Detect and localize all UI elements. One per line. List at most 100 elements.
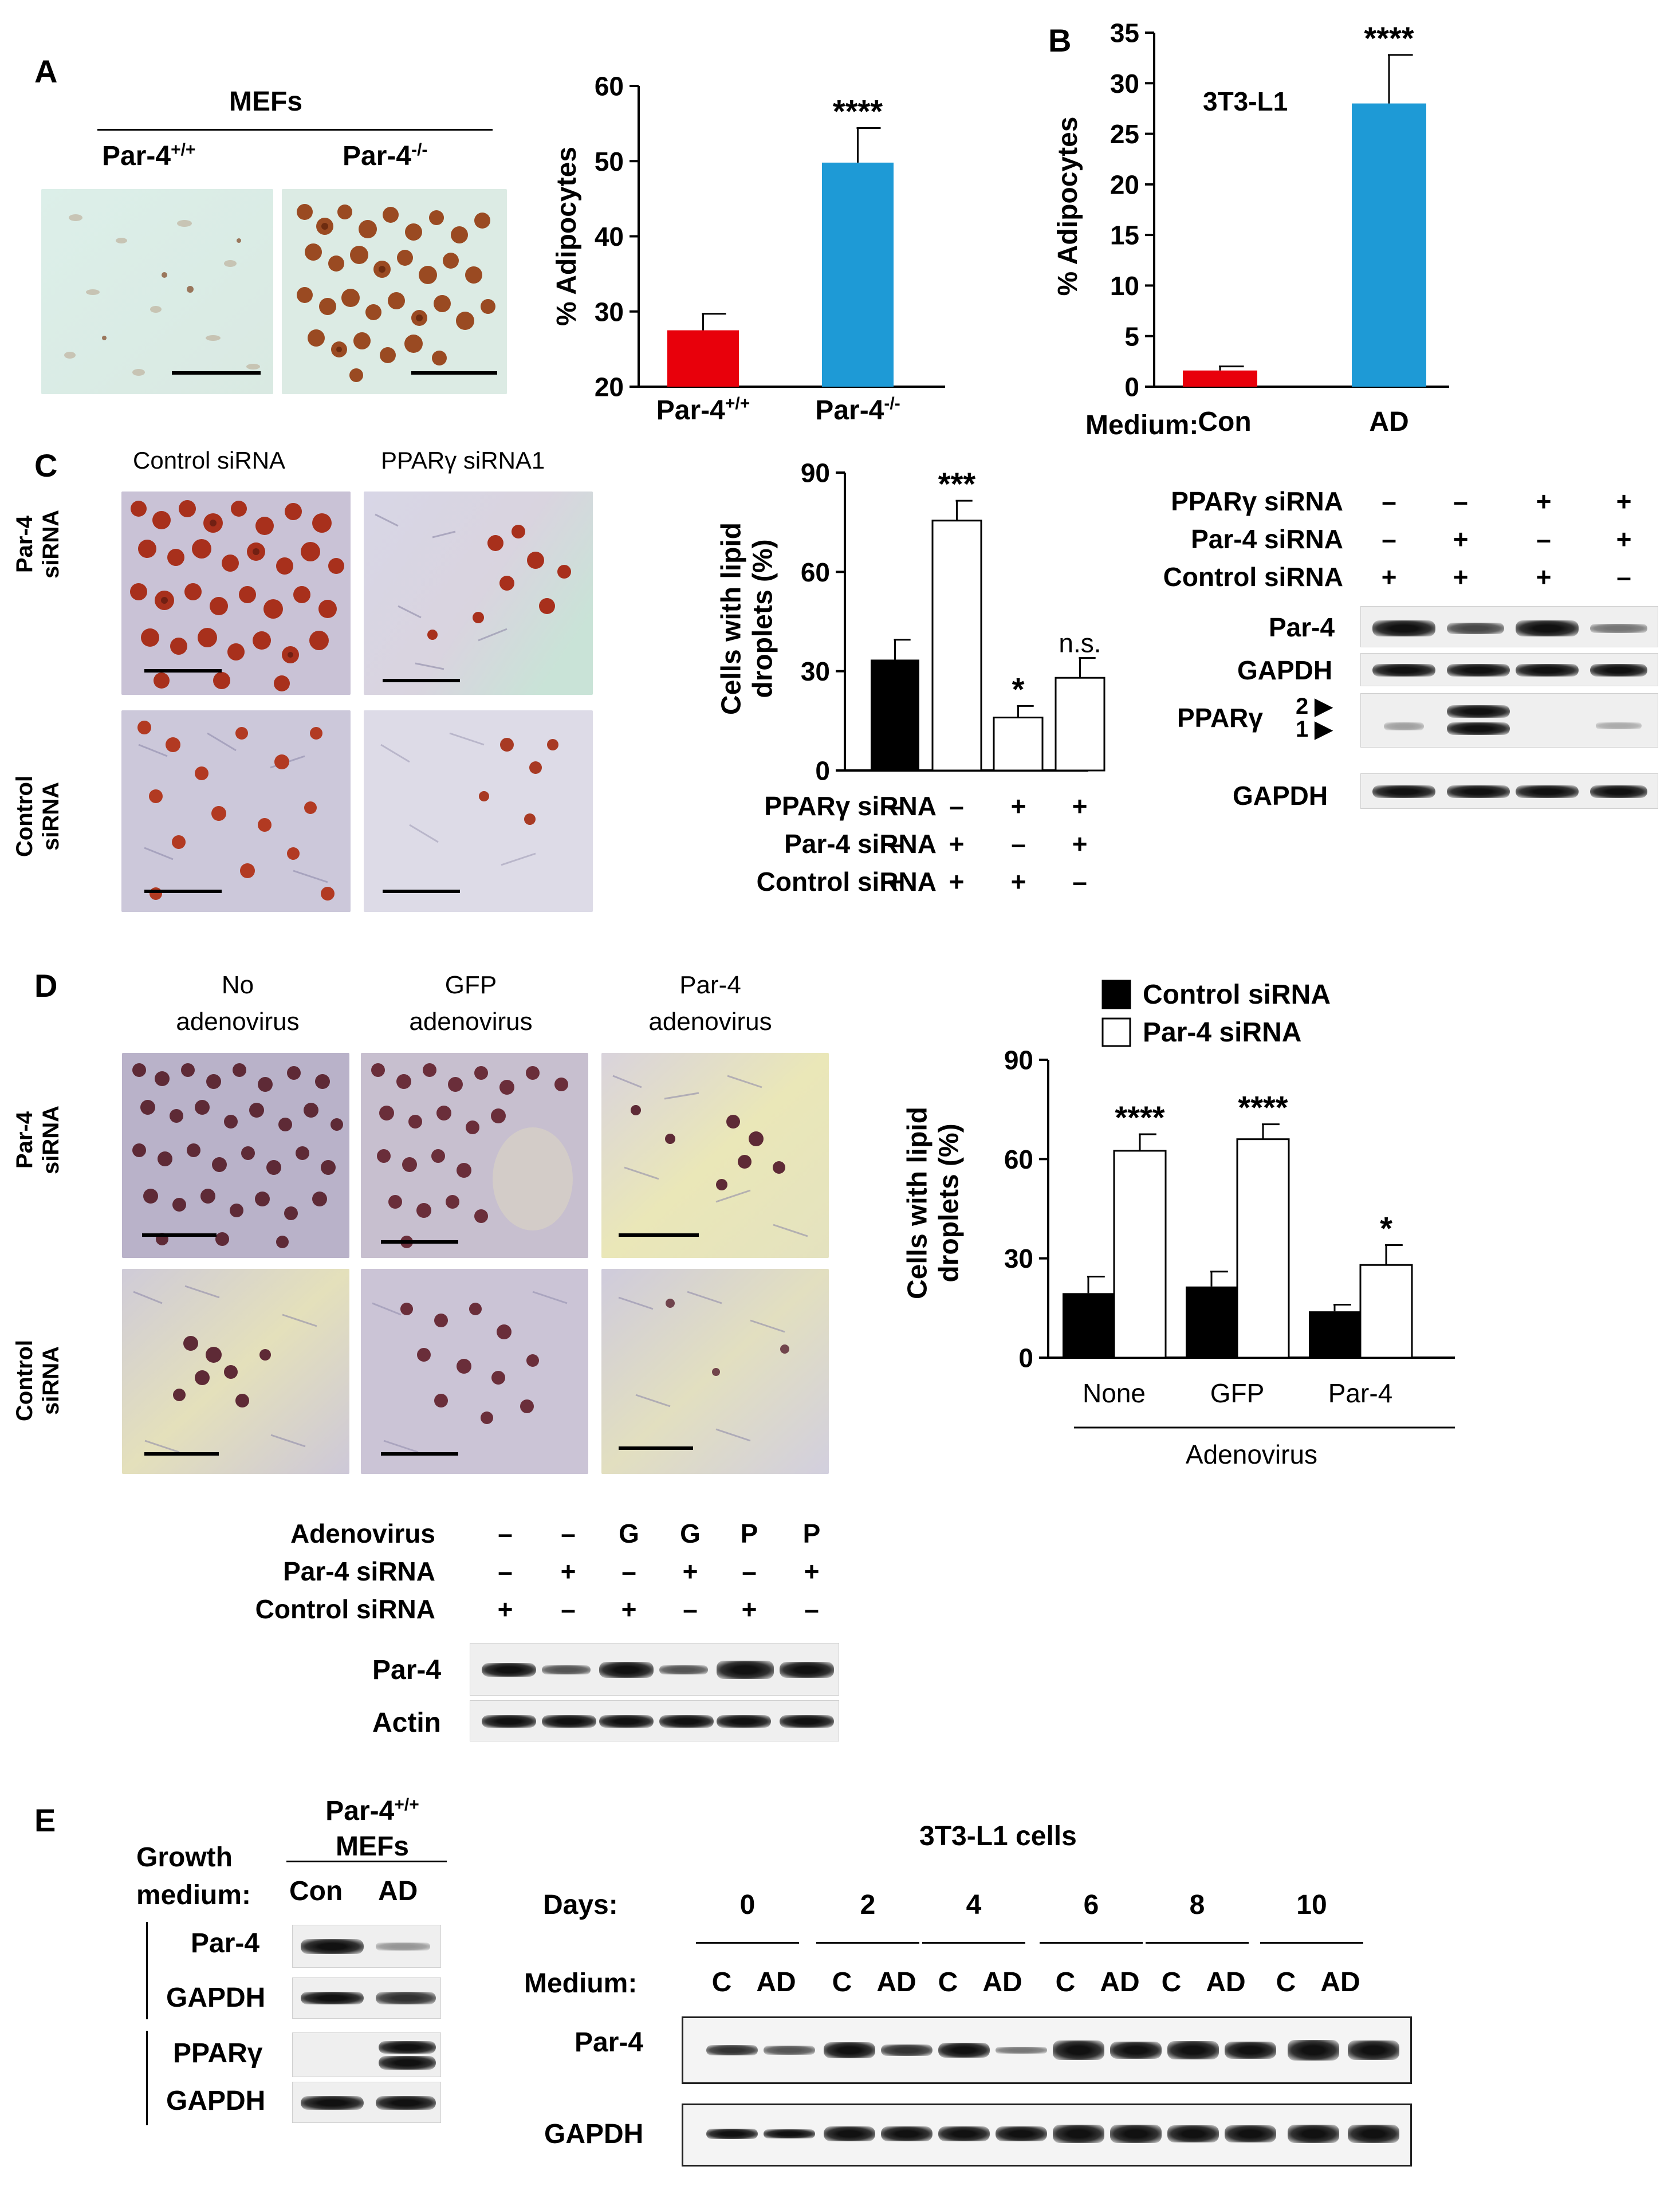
panel-c-col-label-1: Control siRNA: [133, 447, 286, 474]
y-tick-label: 5: [1124, 321, 1139, 351]
panel-c-row-label-2: Control siRNA: [12, 775, 64, 858]
blot-band: [1053, 2125, 1104, 2143]
blot-c-condition-mark: +: [1536, 562, 1552, 592]
scale-bar: [411, 371, 497, 375]
y-tick-label: 30: [1110, 69, 1139, 99]
chart-c-condition-mark: +: [1072, 829, 1088, 859]
panel-letter-e: E: [34, 1802, 56, 1838]
scale-bar: [381, 1452, 458, 1456]
blot-d-condition-mark: +: [621, 1594, 637, 1624]
isoform-marker: 2 ▶: [1296, 694, 1333, 719]
blot-label: GAPDH: [166, 1983, 266, 2013]
panel-d-blot-conditions: Adenovirus – – G G P P Par-4 siRNA – + – + – + Control…: [218, 1518, 859, 1633]
bar: [1352, 103, 1426, 387]
x-tick-label: Par-4-/-: [815, 394, 900, 426]
micrograph-c-1: [121, 492, 351, 695]
blot-e-mef-par4: [292, 1925, 441, 1968]
blot-d-condition-label: Control siRNA: [255, 1594, 435, 1624]
blot-label: Par-4: [191, 1928, 260, 1959]
blot-e-mef-gapdh: [292, 1977, 441, 2019]
y-tick-label: 25: [1110, 119, 1139, 149]
blot-band: [996, 2047, 1047, 2054]
y-axis-label: % Adipocytes: [552, 147, 582, 326]
blot-d-condition-mark: +: [804, 1556, 820, 1586]
blot-d-condition-mark: –: [561, 1594, 576, 1624]
day-group-rule: [1146, 1942, 1249, 1944]
day-label: 4: [966, 1890, 982, 1920]
blot-label: PPARγ: [1177, 703, 1263, 733]
panel-e-mef-rule: [286, 1861, 447, 1862]
bar: [1055, 677, 1105, 772]
isoform-marker: 1 ▶: [1296, 717, 1333, 742]
chart-c-condition-label: Par-4 siRNA: [784, 829, 937, 859]
blot-d-actin: [470, 1700, 839, 1741]
bar: [1063, 1293, 1114, 1358]
day-label: 10: [1296, 1890, 1327, 1920]
chart-c-condition-mark: +: [887, 867, 903, 897]
medium-label: C: [1055, 1967, 1076, 1998]
micrograph-d-4-texture: [122, 1269, 349, 1474]
medium-label: AD: [756, 1967, 796, 1998]
panel-d-col-label-1: No adenovirus: [176, 971, 300, 1036]
blot-d-condition-mark: –: [683, 1594, 698, 1624]
blot-band: [764, 2046, 815, 2055]
chart-c-condition-mark: –: [949, 791, 964, 821]
day-label: 2: [860, 1890, 876, 1920]
x-tick-label: GFP: [1210, 1378, 1265, 1408]
blot-d-condition-mark: –: [498, 1519, 513, 1548]
y-tick-label: 10: [1110, 271, 1139, 301]
blot-label: Par-4: [1269, 612, 1335, 642]
bar: [993, 717, 1044, 772]
blot-label: GAPDH: [1237, 655, 1333, 685]
blot-band: [706, 2129, 758, 2139]
significance-label: ****: [1115, 1099, 1164, 1135]
micrograph-d-2-texture: [361, 1053, 588, 1258]
day-group-rule: [1260, 1942, 1363, 1944]
chart-b: 0 5 10 15 20 25 30 35 % Adipocytes **** Con AD: [1053, 18, 1449, 437]
medium-label: C: [832, 1967, 852, 1998]
legend-label: Par-4 siRNA: [1143, 1017, 1301, 1048]
significance-label: *: [1012, 671, 1025, 707]
blot-band: [938, 2043, 990, 2058]
micrograph-c-2-texture: [364, 492, 593, 695]
blot-label: Par-4: [575, 2027, 644, 2058]
blot-band: [1167, 2125, 1219, 2142]
micrograph-d-5-texture: [361, 1269, 588, 1474]
blot-d-condition-label: Par-4 siRNA: [283, 1556, 435, 1586]
blot-d-condition-mark: P: [802, 1519, 821, 1548]
day-label: 8: [1189, 1890, 1205, 1920]
blot-d-condition-mark: G: [619, 1519, 639, 1548]
micrograph-d-3: [601, 1053, 829, 1258]
blot-d-condition-mark: +: [497, 1594, 513, 1624]
micrograph-a-wildtype-texture: [41, 189, 273, 394]
blot-c-par4: [1360, 606, 1658, 647]
micrograph-c-4-texture: [364, 710, 593, 912]
blot-c-condition-mark: –: [1453, 486, 1468, 516]
x-tick-label: Par-4+/+: [656, 394, 750, 426]
blot-e-l1-par4: [682, 2016, 1412, 2084]
scale-bar: [619, 1233, 699, 1237]
legend-label: Control siRNA: [1143, 980, 1331, 1010]
blot-label: Par-4: [372, 1655, 442, 1685]
scale-bar: [383, 679, 460, 682]
blot-d-condition-mark: –: [561, 1519, 576, 1548]
blot-band: [938, 2126, 990, 2141]
y-axis-label: Cells with lipid: [716, 522, 746, 715]
blot-band: [706, 2045, 758, 2055]
bar: [871, 659, 919, 770]
scale-bar: [144, 669, 222, 673]
blot-band: [1110, 2125, 1162, 2143]
day-group-rule: [816, 1942, 919, 1944]
panel-e-mef-title: Par-4+/+ MEFs: [325, 1795, 419, 1862]
micrograph-a-knockout: [282, 189, 507, 394]
panel-e-mef-medium-1: Con: [289, 1876, 343, 1906]
significance-label: ****: [833, 93, 883, 129]
chart-c-condition-mark: +: [1072, 791, 1088, 821]
micrograph-c-4: [364, 710, 593, 912]
chart-c-condition-label: Control siRNA: [756, 867, 937, 897]
y-tick-label: 60: [595, 72, 624, 101]
y-tick-label: 40: [595, 222, 624, 251]
